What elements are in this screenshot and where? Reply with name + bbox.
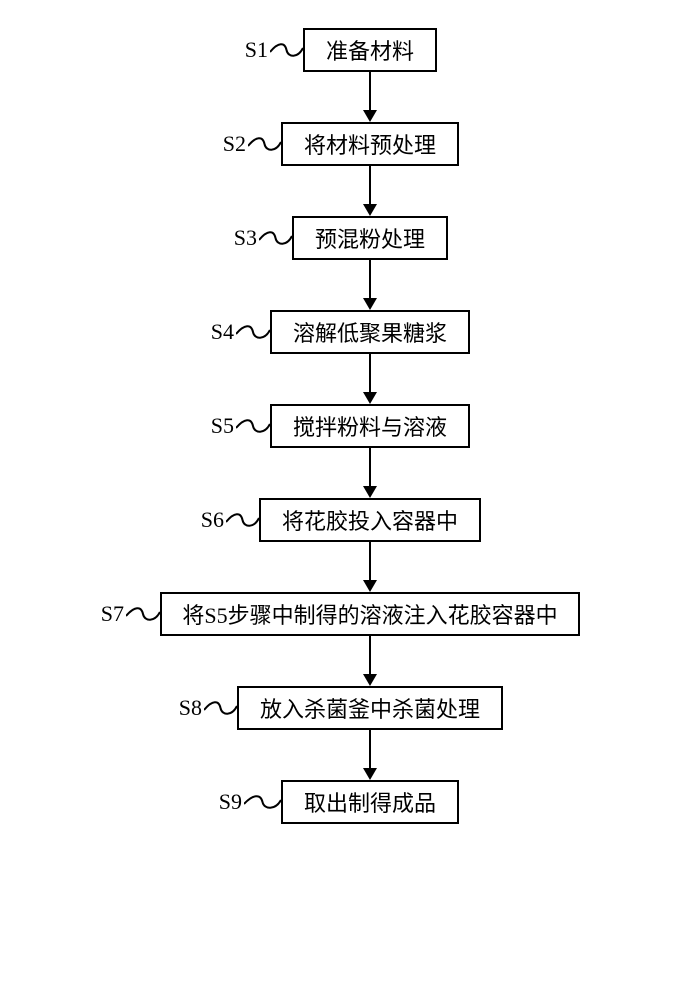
flowchart-arrow-head (363, 110, 377, 122)
flowchart-step-label: S6 (184, 507, 224, 533)
flowchart-node: 溶解低聚果糖浆 (270, 310, 470, 354)
flowchart-step-label: S9 (202, 789, 242, 815)
flowchart-arrow (369, 166, 371, 206)
flowchart-arrow (369, 636, 371, 676)
flowchart-arrow-head (363, 486, 377, 498)
wavy-connector (236, 322, 270, 342)
flowchart-step-label: S5 (194, 413, 234, 439)
flowchart-stage: 准备材料 S1 将材料预处理 S2 预混粉处理 S3 溶解低聚果糖浆 S4 搅拌粉料与溶液 S5 将… (0, 0, 688, 1000)
flowchart-step-id: S5 (211, 413, 234, 439)
flowchart-arrow (369, 72, 371, 112)
flowchart-node: 预混粉处理 (292, 216, 448, 260)
flowchart-arrow-head (363, 392, 377, 404)
flowchart-step-label: S2 (206, 131, 246, 157)
flowchart-node-label: 准备材料 (326, 34, 414, 66)
flowchart-step-id: S7 (101, 601, 124, 627)
flowchart-node-label: 将材料预处理 (304, 128, 436, 160)
flowchart-step-id: S8 (179, 695, 202, 721)
flowchart-arrow-head (363, 674, 377, 686)
flowchart-step-id: S4 (211, 319, 234, 345)
flowchart-node-label: 溶解低聚果糖浆 (293, 316, 447, 348)
flowchart-node-label: 将花胶投入容器中 (282, 504, 458, 536)
flowchart-arrow (369, 354, 371, 394)
flowchart-node: 放入杀菌釜中杀菌处理 (237, 686, 503, 730)
flowchart-node: 搅拌粉料与溶液 (270, 404, 470, 448)
flowchart-node-label: 放入杀菌釜中杀菌处理 (260, 692, 480, 724)
flowchart-node: 将S5步骤中制得的溶液注入花胶容器中 (160, 592, 580, 636)
flowchart-step-label: S4 (194, 319, 234, 345)
flowchart-arrow-head (363, 204, 377, 216)
flowchart-node-label: 取出制得成品 (304, 786, 436, 818)
wavy-connector (236, 416, 270, 436)
flowchart-step-id: S6 (201, 507, 224, 533)
flowchart-arrow (369, 260, 371, 300)
wavy-connector (270, 40, 303, 60)
flowchart-node: 取出制得成品 (281, 780, 459, 824)
wavy-connector (244, 792, 281, 812)
flowchart-arrow (369, 448, 371, 488)
flowchart-step-label: S7 (84, 601, 124, 627)
wavy-connector (226, 510, 259, 530)
flowchart-arrow-head (363, 768, 377, 780)
flowchart-node-label: 预混粉处理 (315, 222, 425, 254)
flowchart-step-id: S3 (234, 225, 257, 251)
flowchart-step-id: S2 (223, 131, 246, 157)
flowchart-step-label: S3 (217, 225, 257, 251)
flowchart-arrow (369, 542, 371, 582)
flowchart-node: 准备材料 (303, 28, 437, 72)
flowchart-arrow-head (363, 298, 377, 310)
wavy-connector (126, 604, 160, 624)
flowchart-step-label: S8 (162, 695, 202, 721)
flowchart-step-label: S1 (228, 37, 268, 63)
flowchart-arrow (369, 730, 371, 770)
flowchart-arrow-head (363, 580, 377, 592)
wavy-connector (204, 698, 237, 718)
wavy-connector (259, 228, 292, 248)
flowchart-step-id: S9 (219, 789, 242, 815)
flowchart-node: 将花胶投入容器中 (259, 498, 481, 542)
flowchart-node-label: 将S5步骤中制得的溶液注入花胶容器中 (182, 598, 557, 630)
flowchart-node: 将材料预处理 (281, 122, 459, 166)
flowchart-node-label: 搅拌粉料与溶液 (293, 410, 447, 442)
flowchart-step-id: S1 (245, 37, 268, 63)
wavy-connector (248, 134, 281, 154)
